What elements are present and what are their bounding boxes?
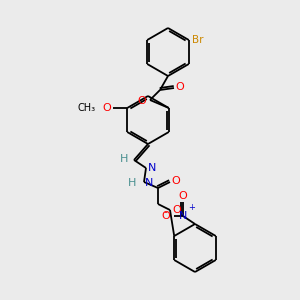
Text: H: H — [128, 178, 136, 188]
Text: H: H — [120, 154, 128, 164]
Text: +: + — [188, 203, 195, 212]
Text: O: O — [161, 211, 170, 221]
Text: O: O — [171, 176, 180, 186]
Text: CH₃: CH₃ — [77, 103, 95, 113]
Text: Br: Br — [192, 35, 203, 45]
Text: N: N — [179, 211, 187, 221]
Text: -: - — [163, 207, 167, 217]
Text: O: O — [137, 96, 146, 106]
Text: O: O — [175, 82, 184, 92]
Text: O: O — [103, 103, 111, 113]
Text: N: N — [145, 178, 153, 188]
Text: O: O — [178, 191, 188, 201]
Text: N: N — [148, 163, 156, 173]
Text: O: O — [172, 205, 181, 215]
